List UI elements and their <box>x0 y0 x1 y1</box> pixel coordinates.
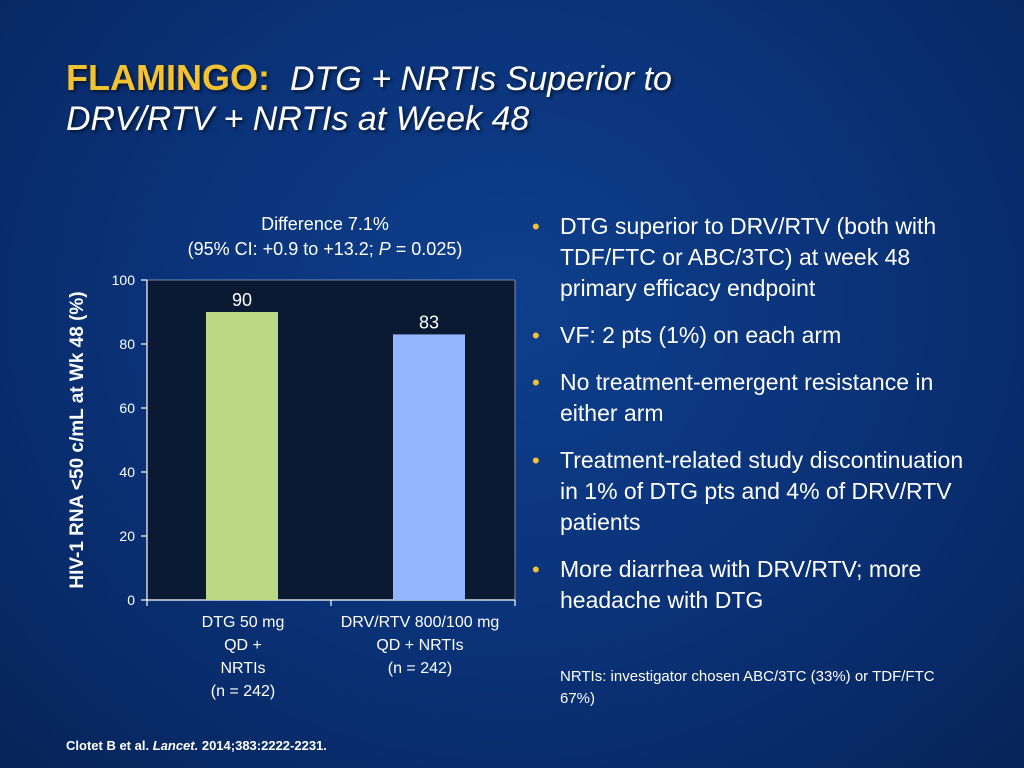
bullet-item: • More diarrhea with DRV/RTV; more headac… <box>532 554 972 616</box>
category-label: DRV/RTV 800/100 mg <box>341 614 500 631</box>
category-label: (n = 242) <box>211 683 275 700</box>
title-line-1: FLAMINGO: DTG + NRTIs Superior to <box>66 58 966 99</box>
bullet-marker-icon: • <box>532 448 540 473</box>
bullet-text: More diarrhea with DRV/RTV; more headach… <box>560 556 922 613</box>
bar <box>206 312 278 600</box>
difference-ci: (95% CI: +0.9 to +13.2; P = 0.025) <box>187 239 463 259</box>
bar-value-label: 90 <box>232 290 252 310</box>
y-tick-label: 80 <box>119 336 135 352</box>
title-brand: FLAMINGO: <box>66 57 270 98</box>
bullet-text: DTG superior to DRV/RTV (both with TDF/F… <box>560 213 937 301</box>
bullet-text: Treatment-related study discontinuation … <box>560 447 964 535</box>
y-tick-label: 0 <box>127 592 135 608</box>
title-subtitle-part2: DRV/RTV + NRTIs at Week 48 <box>66 100 530 138</box>
bullet-item: • No treatment-emergent resistance in eit… <box>532 367 972 429</box>
reference-citation: Clotet B et al. Lancet. 2014;383:2222-22… <box>66 738 327 753</box>
bullet-item: • VF: 2 pts (1%) on each arm <box>532 320 972 351</box>
category-label: DTG 50 mg <box>202 614 285 631</box>
reference-journal: Lancet. <box>152 738 199 753</box>
difference-annotation: Difference 7.1% (95% CI: +0.9 to +13.2; … <box>160 212 490 262</box>
category-label: QD + NRTIs <box>376 637 463 654</box>
bullet-list: • DTG superior to DRV/RTV (both with TDF/… <box>532 211 972 632</box>
bullet-marker-icon: • <box>532 214 540 239</box>
reference-details: 2014;383:2222-2231. <box>201 738 327 753</box>
slide-title: FLAMINGO: DTG + NRTIs Superior to DRV/RT… <box>66 58 966 139</box>
bullet-text: VF: 2 pts (1%) on each arm <box>560 322 842 348</box>
y-tick-label: 100 <box>112 272 136 288</box>
bullet-text: No treatment-emergent resistance in eith… <box>560 369 934 426</box>
category-label: QD + <box>224 637 262 654</box>
reference-authors: Clotet B et al. <box>66 738 150 753</box>
bullet-marker-icon: • <box>532 557 540 582</box>
bullet-item: • DTG superior to DRV/RTV (both with TDF/… <box>532 211 972 304</box>
bar <box>393 334 465 600</box>
y-tick-label: 60 <box>119 400 135 416</box>
y-tick-label: 40 <box>119 464 135 480</box>
category-label: NRTIs <box>220 660 265 677</box>
category-label: (n = 242) <box>388 660 452 677</box>
y-tick-label: 20 <box>119 528 135 544</box>
title-subtitle-part1: DTG + NRTIs Superior to <box>289 60 672 98</box>
bullet-marker-icon: • <box>532 370 540 395</box>
bar-value-label: 83 <box>419 312 439 332</box>
bullet-item: • Treatment-related study discontinuation… <box>532 445 972 538</box>
difference-value: Difference 7.1% <box>261 214 389 234</box>
nrti-footnote: NRTIs: investigator chosen ABC/3TC (33%)… <box>560 668 935 707</box>
bullet-marker-icon: • <box>532 323 540 348</box>
